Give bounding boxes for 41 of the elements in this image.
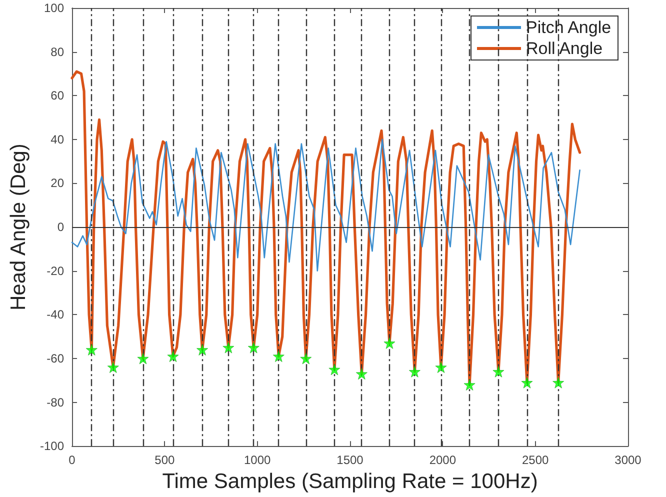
y-tick-label: 100 xyxy=(44,1,64,15)
point xyxy=(107,361,119,373)
point xyxy=(492,366,504,378)
legend-label: Roll Angle xyxy=(526,39,603,58)
point xyxy=(521,376,533,388)
x-tick-label: 1000 xyxy=(244,453,272,468)
line-series xyxy=(71,138,580,272)
y-tick-label: 0 xyxy=(57,220,64,234)
point xyxy=(408,366,420,378)
y-axis-title: Head Angle (Deg) xyxy=(7,144,30,311)
y-tick-label: 80 xyxy=(50,44,64,59)
y-tick-label: -60 xyxy=(46,351,64,366)
y-tick-label: -80 xyxy=(46,395,64,410)
point xyxy=(248,342,260,354)
point xyxy=(435,361,447,373)
y-tick-label: 20 xyxy=(50,176,64,190)
point xyxy=(300,352,312,364)
point xyxy=(328,364,340,376)
point xyxy=(167,350,179,362)
y-tick-label: 40 xyxy=(50,132,64,146)
x-tick-label: 0 xyxy=(68,453,76,468)
point xyxy=(86,344,98,356)
point xyxy=(196,344,208,356)
point xyxy=(464,379,476,391)
x-tick-label: 2000 xyxy=(429,453,456,468)
point xyxy=(552,376,564,388)
y-tick-label: -40 xyxy=(46,308,64,322)
x-tick-label: 1500 xyxy=(336,453,364,468)
legend-label: Pitch Angle xyxy=(526,18,612,37)
x-tick-label: 3000 xyxy=(614,453,642,468)
point xyxy=(384,337,396,349)
point xyxy=(356,368,368,380)
y-tick-label: -100 xyxy=(40,439,64,454)
point xyxy=(222,342,234,354)
point xyxy=(137,352,149,364)
y-tick-label: 60 xyxy=(50,88,64,103)
x-axis-title: Time Samples (Sampling Rate = 100Hz) xyxy=(162,470,538,493)
point xyxy=(272,350,284,362)
x-tick-label: 500 xyxy=(154,453,175,468)
x-tick-label: 2500 xyxy=(522,453,550,468)
y-tick-label: -20 xyxy=(46,264,64,278)
